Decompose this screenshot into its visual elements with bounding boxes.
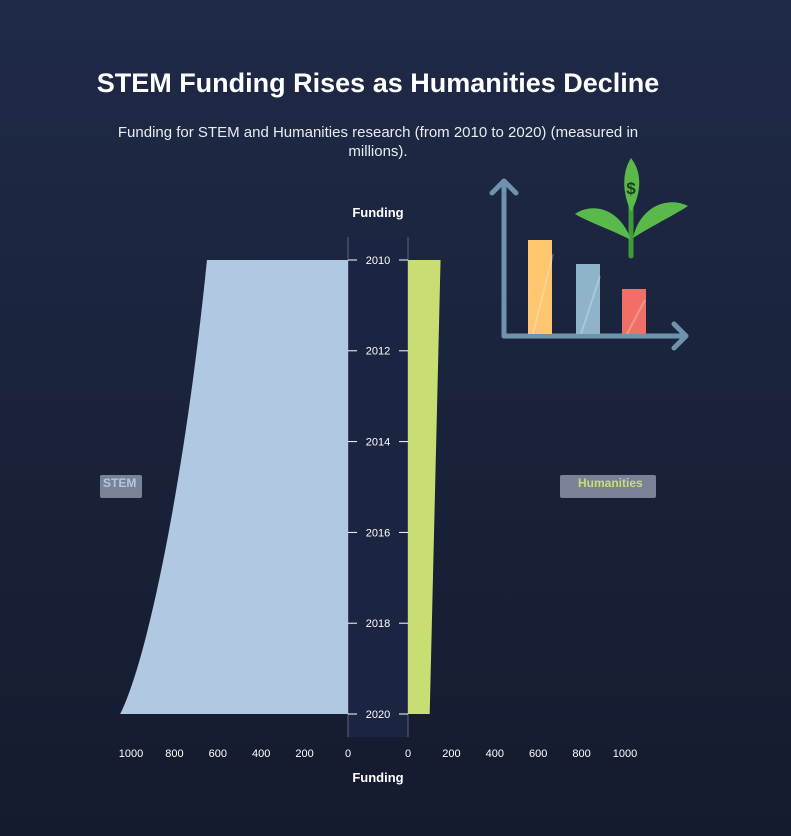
year-ticks: 2010 2012 2014 2016 2018 2020 [348,255,408,721]
year-label-2012: 2012 [366,346,390,358]
year-label-2016: 2016 [366,527,390,539]
bottom-axis-title: Funding [352,770,403,785]
humanities-axis-tick-600: 600 [529,748,547,760]
legend-humanities: Humanities [560,475,656,498]
svg-text:$: $ [626,179,636,198]
legend-stem-label: STEM [103,476,136,490]
humanities-axis-tick-400: 400 [486,748,504,760]
chart-subtitle: Funding for STEM and Humanities research… [117,124,639,160]
year-axis-band [348,237,408,737]
stem-axis-tick-0: 0 [345,748,351,760]
humanities-axis-tick-1000: 1000 [613,748,637,760]
year-label-2020: 2020 [366,709,390,721]
legend-humanities-label: Humanities [578,476,643,490]
humanities-axis-ticks: 0 200 400 600 800 1000 [405,748,637,760]
top-axis-title: Funding [352,205,403,220]
humanities-axis-tick-0: 0 [405,748,411,760]
stem-funding-area [120,260,349,714]
chart-title: STEM Funding Rises as Humanities Decline [96,68,660,98]
year-label-2014: 2014 [366,437,390,449]
year-label-2018: 2018 [366,618,390,630]
legend-stem: STEM [100,475,142,498]
humanities-axis-tick-800: 800 [572,748,590,760]
stem-axis-tick-200: 200 [295,748,313,760]
stem-axis-tick-600: 600 [209,748,227,760]
money-plant-icon: $ [575,158,688,259]
humanities-funding-area [408,260,441,714]
humanities-axis-tick-200: 200 [442,748,460,760]
year-label-2010: 2010 [366,255,390,267]
stem-axis-tick-800: 800 [165,748,183,760]
growth-chart-icon [489,178,689,351]
stem-axis-tick-1000: 1000 [119,748,143,760]
stem-axis-tick-400: 400 [252,748,270,760]
stem-axis-ticks: 1000 800 600 400 200 0 [119,748,351,760]
